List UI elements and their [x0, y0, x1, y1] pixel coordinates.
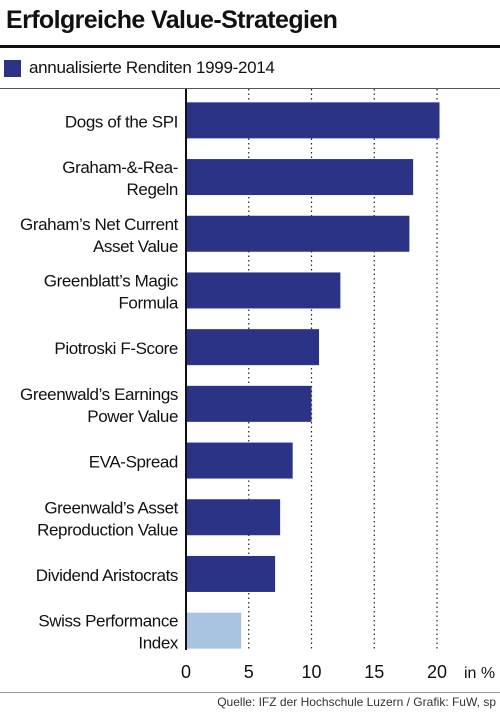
bar	[186, 442, 293, 479]
legend: annualisierte Renditen 1999-2014	[4, 56, 275, 80]
bar	[186, 102, 440, 139]
category-label: Greenwald’s Earnings	[20, 385, 178, 404]
category-label: Reproduction Value	[37, 520, 178, 539]
category-label: Piotroski F-Score	[54, 339, 178, 358]
legend-rule	[0, 88, 500, 89]
category-label: Index	[138, 634, 178, 653]
x-tick-label: 5	[244, 662, 254, 682]
category-label: EVA-Spread	[89, 453, 178, 472]
x-tick-label: 20	[427, 662, 447, 682]
x-unit-label: in %	[464, 665, 495, 682]
category-label: Dividend Aristocrats	[36, 566, 178, 585]
bar	[186, 499, 281, 536]
category-label: Asset Value	[93, 237, 178, 256]
bar	[186, 385, 312, 422]
category-label: Formula	[118, 293, 178, 312]
bar	[186, 215, 410, 252]
category-label: Graham’s Net Current	[20, 215, 179, 234]
bar	[186, 612, 242, 649]
x-tick-label: 15	[364, 662, 384, 682]
category-label: Dogs of the SPI	[65, 112, 178, 131]
chart-title: Erfolgreiche Value-Strategien	[6, 6, 338, 34]
bar	[186, 555, 276, 592]
source-note: Quelle: IFZ der Hochschule Luzern / Graf…	[217, 695, 496, 709]
x-tick-label: 0	[181, 662, 191, 682]
bar	[186, 329, 320, 366]
legend-label: annualisierte Renditen 1999-2014	[29, 58, 275, 77]
category-label: Graham-&-Rea-	[62, 158, 178, 177]
category-label: Greenblatt’s Magic	[44, 271, 179, 290]
category-label: Regeln	[127, 180, 178, 199]
category-label: Swiss Performance	[38, 612, 178, 631]
bar-chart: Dogs of the SPI Graham-&-Rea- Regeln Graham…	[20, 89, 495, 682]
category-label: Power Value	[87, 407, 178, 426]
source-rule	[0, 692, 500, 693]
legend-swatch	[4, 59, 21, 77]
category-label: Greenwald’s Asset	[44, 498, 178, 517]
bar	[186, 159, 414, 196]
title-rule	[0, 45, 500, 48]
x-tick-label: 10	[301, 662, 321, 682]
bar	[186, 272, 341, 309]
